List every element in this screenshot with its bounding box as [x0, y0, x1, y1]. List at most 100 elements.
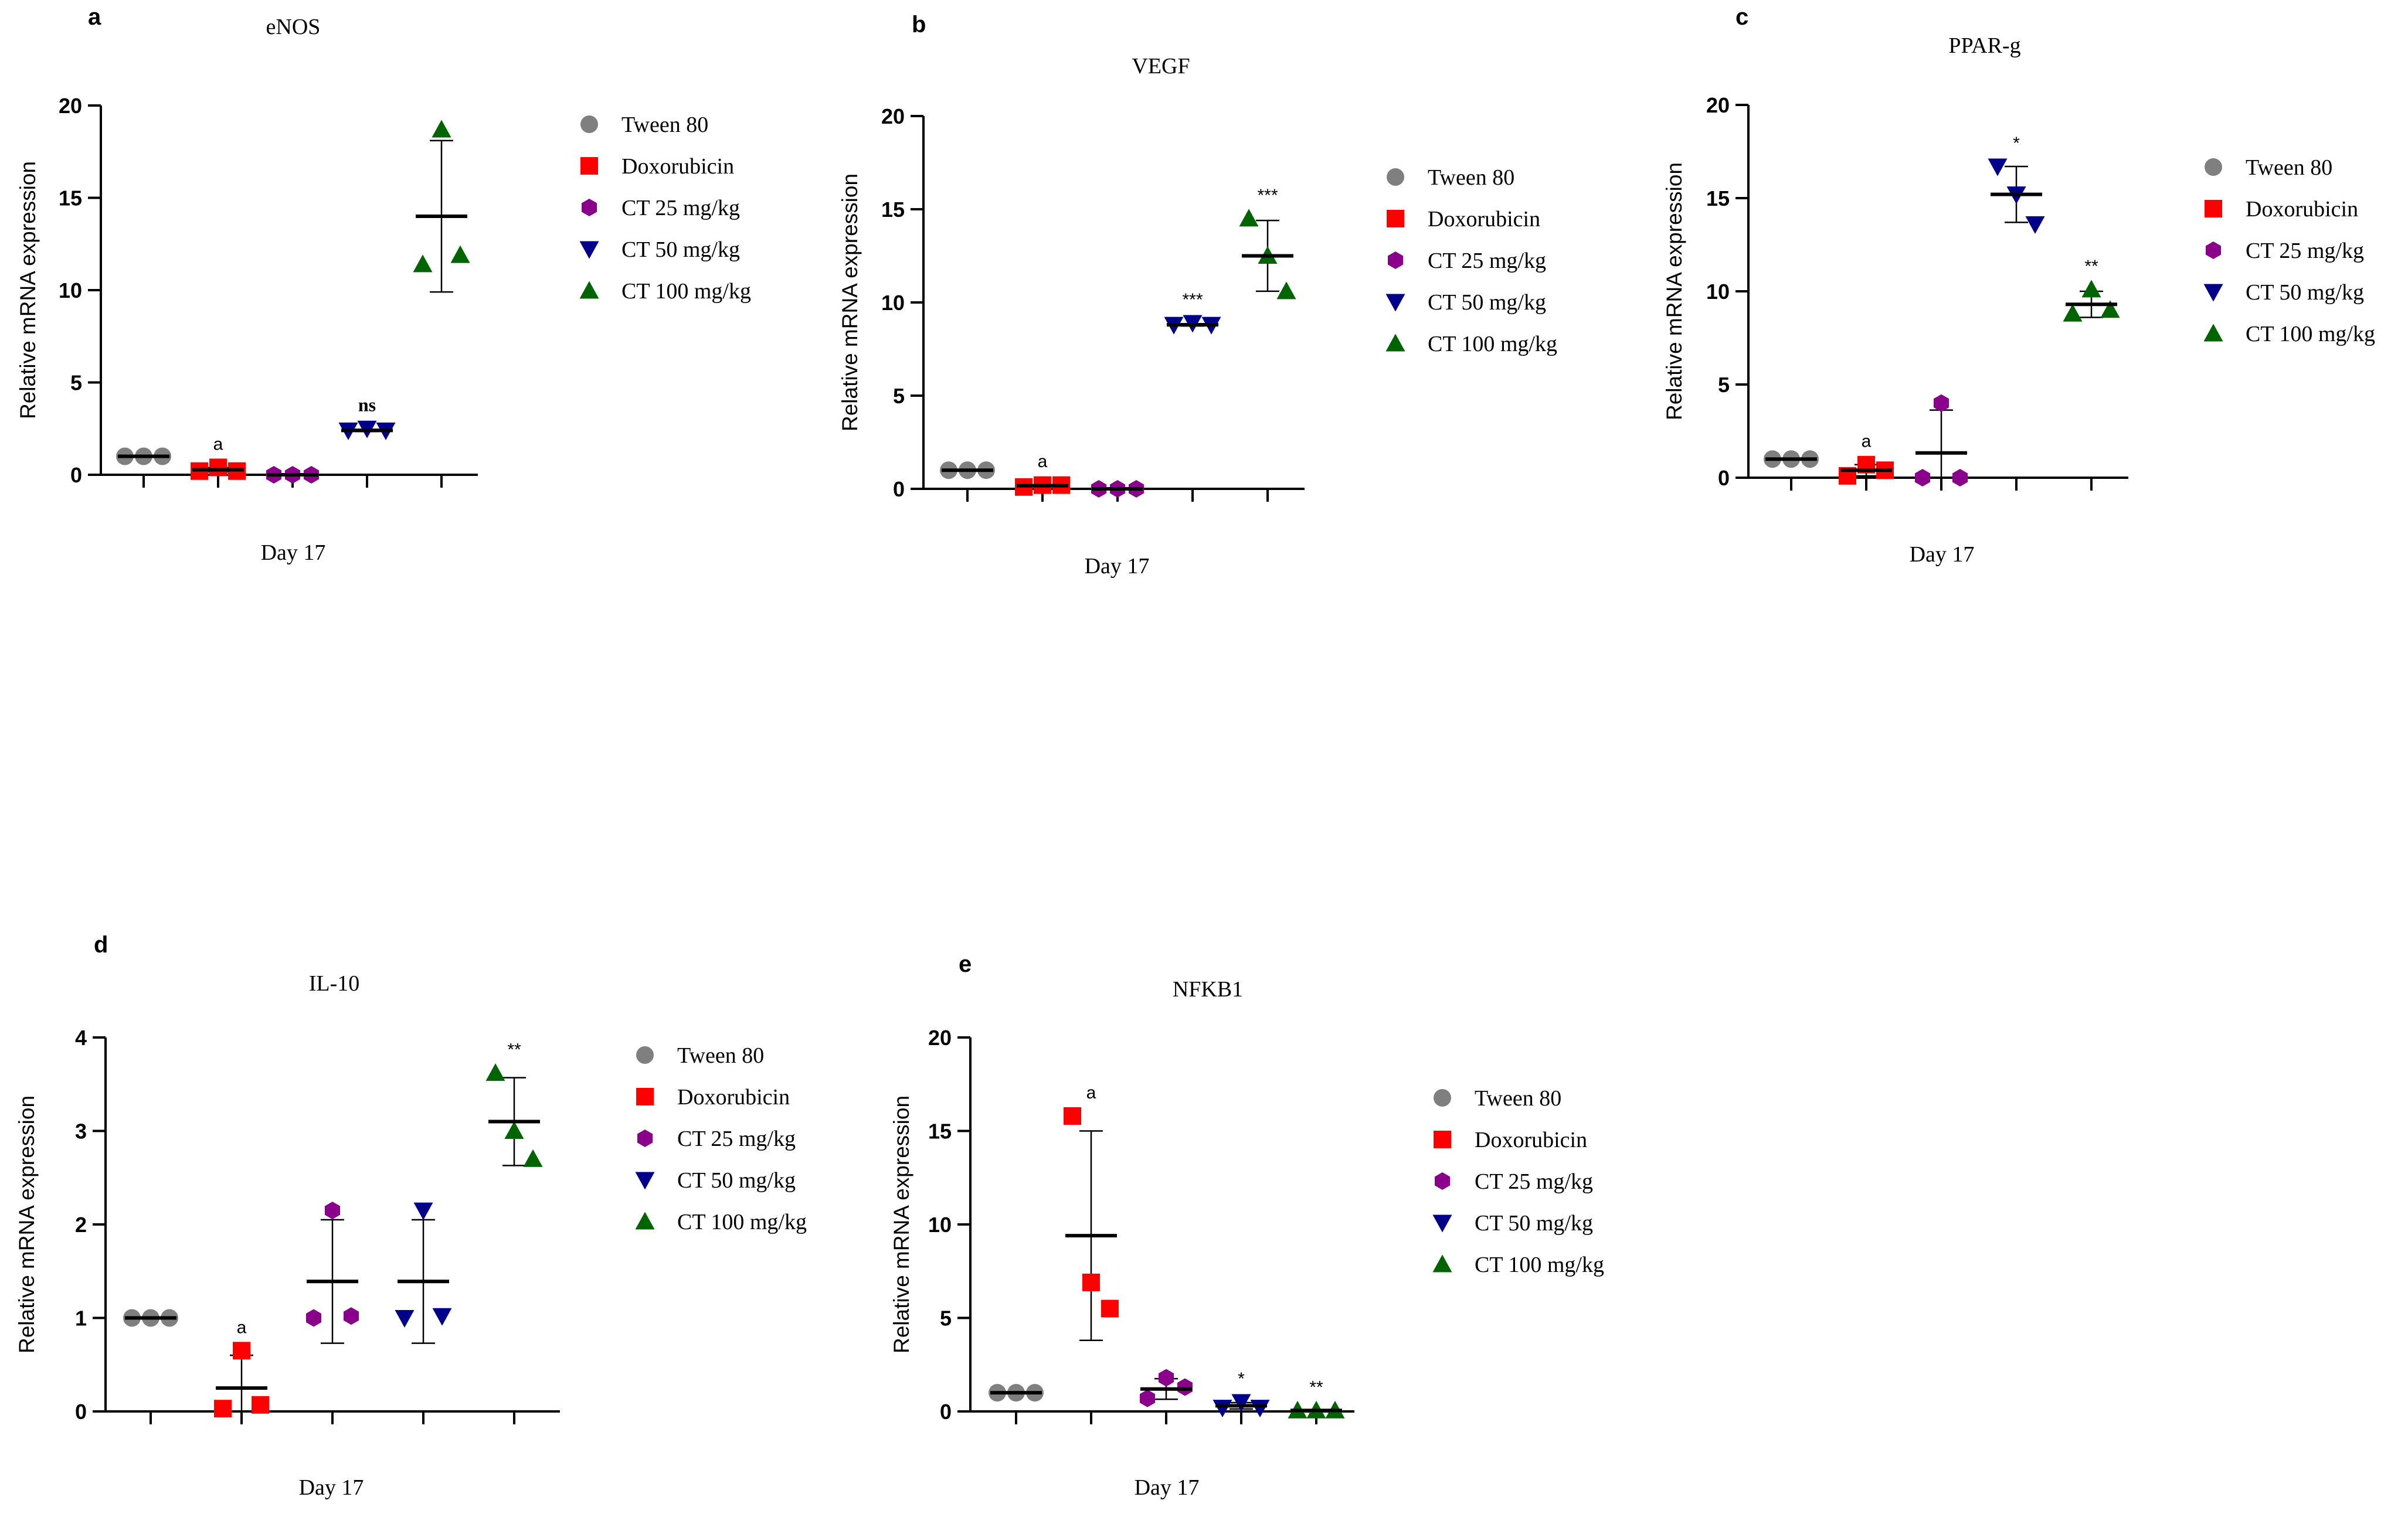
group-ct-50-mg-kg: ns [338, 394, 396, 440]
legend-marker [1434, 1131, 1451, 1148]
data-point [1159, 1369, 1174, 1387]
data-point [2025, 216, 2045, 234]
panel-c: c PPAR-g 0 5 10 15 20 Relative mRNA expression D… [1662, 4, 2375, 567]
legend-marker [580, 157, 598, 175]
group-ct-25-mg-kg [1915, 394, 1968, 486]
legend-label: CT 25 mg/kg [1475, 1169, 1593, 1194]
legend-label: Tween 80 [1428, 165, 1514, 190]
legend-marker [1385, 334, 1405, 352]
data-point [1101, 1299, 1119, 1318]
data-point [1231, 1394, 1251, 1412]
significance-label: a [1862, 432, 1872, 451]
legend-label: Doxorubicin [2246, 197, 2358, 222]
group-ct-25-mg-kg [306, 1202, 359, 1344]
legend-marker [636, 1088, 654, 1105]
data-point [209, 458, 227, 477]
significance-label: a [237, 1318, 247, 1337]
y-axis-label: Relative mRNA expression [16, 161, 40, 419]
y-tick-label: 5 [893, 384, 905, 408]
group-ct-100-mg-kg [413, 120, 470, 293]
legend-label: CT 25 mg/kg [621, 196, 740, 220]
data-point [2100, 300, 2120, 318]
legend: Tween 80 Doxorubicin CT 25 mg/kg CT 50 mg/k… [635, 1043, 807, 1234]
legend-marker [1385, 294, 1405, 312]
legend-label: Doxorubicin [1475, 1128, 1587, 1152]
y-tick-label: 4 [75, 1026, 87, 1050]
data-point [1064, 1107, 1081, 1125]
panel-d: d IL-10 0 1 2 3 4 Relative mRNA expression Day 1… [15, 932, 807, 1500]
legend-marker [1434, 1089, 1451, 1107]
data-point [306, 1309, 321, 1327]
legend-label: CT 25 mg/kg [677, 1127, 796, 1151]
y-tick-label: 15 [1706, 186, 1730, 210]
legend-marker [636, 1046, 654, 1064]
group-ct-50-mg-kg: * [1213, 1369, 1270, 1418]
data-point [432, 1308, 452, 1326]
group-ct-50-mg-kg [395, 1202, 452, 1344]
y-tick-label: 10 [1706, 280, 1730, 304]
y-tick-label: 0 [1718, 466, 1730, 490]
group-tween-80 [940, 461, 995, 479]
data-point [1140, 1389, 1155, 1407]
legend-label: CT 50 mg/kg [2246, 280, 2364, 305]
legend-marker [635, 1212, 655, 1230]
legend-label: CT 50 mg/kg [621, 237, 740, 262]
group-tween-80 [1764, 450, 1819, 468]
data-point [413, 1202, 433, 1220]
y-axis-label: Relative mRNA expression [838, 173, 862, 431]
legend-marker [2206, 241, 2221, 259]
x-axis-label: Day 17 [261, 540, 326, 565]
y-tick-label: 2 [75, 1213, 87, 1237]
panel-e: e NFKB1 0 5 10 15 20 Relative mRNA expression Da… [889, 951, 1604, 1500]
data-point [504, 1121, 524, 1139]
data-point [233, 1342, 250, 1360]
legend-label: Tween 80 [1475, 1086, 1561, 1111]
group-ct-100-mg-kg: *** [1239, 186, 1296, 300]
legend-marker [579, 281, 599, 299]
y-tick-label: 15 [59, 186, 82, 210]
data-point [1988, 158, 2008, 176]
significance-label: ** [2084, 257, 2098, 276]
legend-marker [582, 199, 597, 216]
legend-marker [2205, 158, 2222, 176]
panel-letter: b [912, 12, 926, 38]
legend-marker [1435, 1172, 1450, 1190]
significance-label: *** [1257, 186, 1278, 205]
legend-label: CT 100 mg/kg [677, 1210, 807, 1234]
legend-marker [635, 1172, 655, 1190]
y-tick-label: 5 [940, 1307, 952, 1331]
y-tick-label: 0 [70, 463, 82, 487]
y-tick-label: 0 [75, 1400, 87, 1424]
group-tween-80 [123, 1309, 178, 1327]
legend-label: CT 50 mg/kg [1475, 1211, 1593, 1236]
data-point [1952, 469, 1968, 486]
y-tick-label: 15 [881, 198, 905, 222]
legend-label: Doxorubicin [677, 1085, 790, 1110]
significance-label: ** [507, 1040, 521, 1060]
chart-title: PPAR-g [1948, 33, 2020, 58]
data-point [2063, 304, 2083, 322]
legend-label: Tween 80 [621, 113, 708, 137]
x-axis-label: Day 17 [1135, 1475, 1200, 1500]
legend: Tween 80 Doxorubicin CT 25 mg/kg CT 50 mg/k… [1385, 165, 1557, 356]
data-point [1213, 1400, 1232, 1418]
group-ct-25-mg-kg [1140, 1369, 1193, 1407]
group-tween-80 [989, 1384, 1044, 1402]
group-doxorubicin: a [1064, 1083, 1119, 1342]
chart-title: NFKB1 [1173, 977, 1243, 1002]
data-point [413, 254, 433, 273]
legend-label: Tween 80 [677, 1043, 764, 1068]
data-point [523, 1149, 543, 1167]
y-axis-label: Relative mRNA expression [1662, 162, 1686, 420]
legend-label: Doxorubicin [1428, 207, 1540, 232]
panel-letter: d [94, 932, 108, 958]
data-point [485, 1063, 505, 1081]
data-point [1082, 1273, 1100, 1291]
x-axis-label: Day 17 [1910, 542, 1975, 567]
y-tick-label: 20 [59, 94, 82, 118]
data-point [214, 1400, 232, 1418]
legend-marker [1388, 251, 1403, 269]
y-tick-label: 20 [881, 104, 905, 128]
group-doxorubicin: a [1839, 432, 1894, 485]
